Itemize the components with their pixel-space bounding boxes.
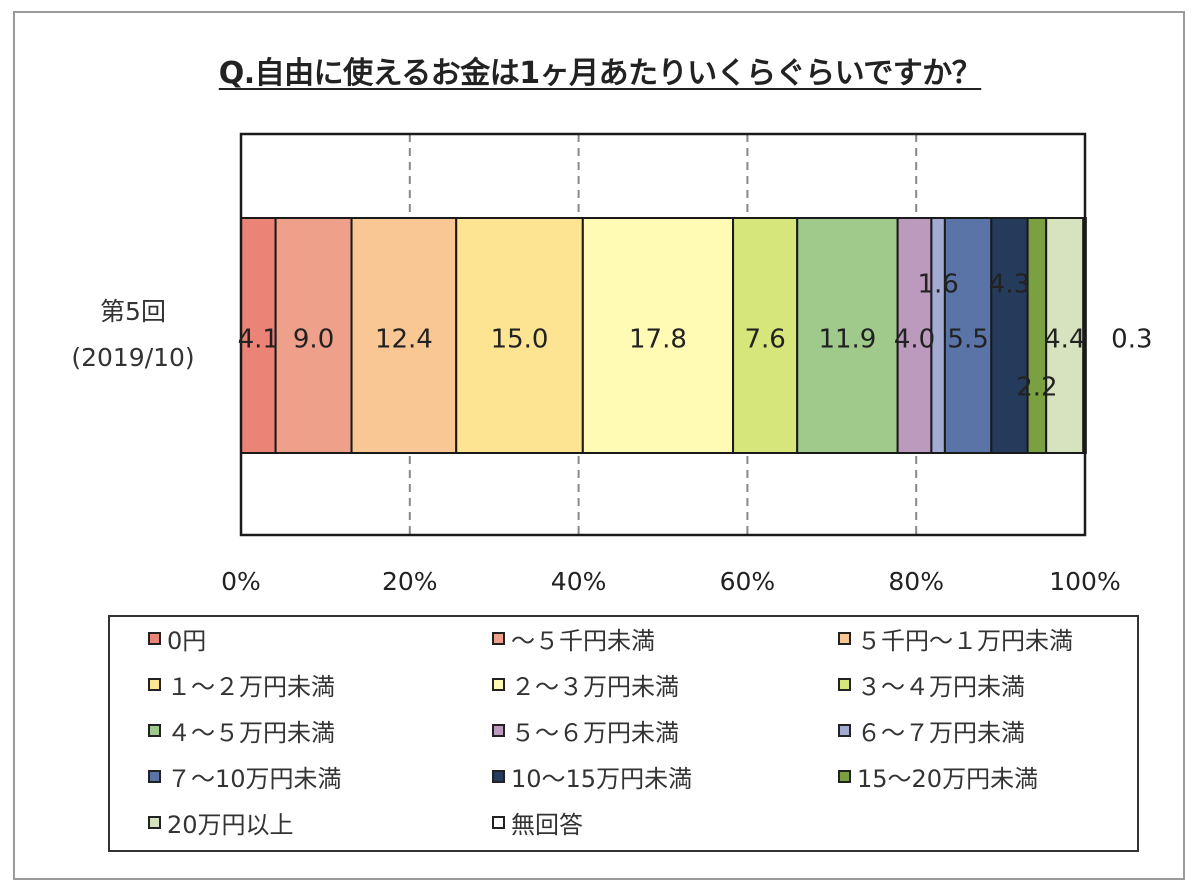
x-tick-label: 0%	[221, 567, 261, 596]
data-label: 5.5	[947, 325, 988, 355]
legend-item: 20万円以上	[148, 805, 294, 840]
legend-swatch	[148, 724, 161, 737]
legend-label: ２～３万円未満	[511, 673, 679, 701]
legend-label: ６～７万円未満	[857, 719, 1025, 747]
x-tick-label: 80%	[888, 567, 944, 596]
legend-swatch	[148, 678, 161, 691]
legend-label: ～５千円未満	[511, 627, 655, 655]
legend-label: ５～６万円未満	[511, 719, 679, 747]
bar-segment	[350, 217, 458, 454]
data-label: 15.0	[491, 325, 549, 355]
legend-item: ４～５万円未満	[148, 713, 335, 748]
data-label: 4.4	[1044, 325, 1085, 355]
data-label: 4.3	[989, 270, 1030, 300]
data-label: 0.3	[1111, 325, 1152, 355]
legend-swatch	[838, 678, 851, 691]
legend-item: 0円	[148, 621, 206, 656]
x-tick-label: 20%	[382, 567, 438, 596]
legend-swatch	[148, 632, 161, 645]
legend-swatch	[148, 770, 161, 783]
bar-segment	[990, 217, 1029, 454]
legend-swatch	[492, 816, 505, 829]
data-label: 4.0	[894, 325, 935, 355]
legend-label: 0円	[167, 627, 207, 655]
x-tick-label: 40%	[551, 567, 607, 596]
category-label-line2: (2019/10)	[71, 343, 195, 372]
chart-title: Q.自由に使えるお金は1ヶ月あたりいくらぐらいですか？	[0, 48, 1200, 92]
legend-item: 無回答	[492, 805, 583, 840]
bar-segment	[896, 217, 933, 454]
bar-segment	[240, 217, 277, 454]
legend-swatch	[492, 678, 505, 691]
legend-label: １～２万円未満	[167, 673, 335, 701]
x-tick-label: 60%	[720, 567, 776, 596]
legend-swatch	[148, 816, 161, 829]
plot-border	[239, 132, 1087, 537]
data-label: 2.2	[1016, 373, 1057, 403]
legend-item: ３～４万円未満	[838, 667, 1025, 702]
legend-swatch	[492, 724, 505, 737]
legend-label: 20万円以上	[167, 811, 294, 839]
data-label: 7.6	[744, 325, 785, 355]
legend-item: ７～10万円未満	[148, 759, 342, 794]
legend-label: ５千円～１万円未満	[857, 627, 1073, 655]
legend-label: 10～15万円未満	[511, 765, 693, 793]
legend-swatch	[838, 770, 851, 783]
legend-item: ５千円～１万円未満	[838, 621, 1073, 656]
data-label: 11.9	[818, 325, 876, 355]
bar-segment	[274, 217, 353, 454]
x-tick-label: 100%	[1049, 567, 1120, 596]
legend-label: ４～５万円未満	[167, 719, 335, 747]
bar-segment	[943, 217, 993, 454]
data-label: 4.1	[238, 325, 279, 355]
legend-item: 15～20万円未満	[838, 759, 1038, 794]
legend-label: 無回答	[511, 811, 583, 839]
data-label: 9.0	[293, 325, 334, 355]
legend-item: ２～３万円未満	[492, 667, 679, 702]
legend-item: １～２万円未満	[148, 667, 335, 702]
legend-swatch	[838, 632, 851, 645]
chart-title-text: Q.自由に使えるお金は1ヶ月あたりいくらぐらいですか？	[218, 56, 982, 91]
legend-item: ～５千円未満	[492, 621, 655, 656]
bar-segment	[732, 217, 799, 454]
category-label-line1: 第5回	[100, 297, 166, 326]
legend-item: ５～６万円未満	[492, 713, 679, 748]
bar-segment	[581, 217, 735, 454]
legend-label: ３～４万円未満	[857, 673, 1025, 701]
bar-segment	[455, 217, 584, 454]
data-label: 12.4	[375, 325, 433, 355]
legend-swatch	[492, 770, 505, 783]
legend-item: ６～７万円未満	[838, 713, 1025, 748]
legend-label: ７～10万円未満	[167, 765, 342, 793]
legend-swatch	[492, 632, 505, 645]
legend-item: 10～15万円未満	[492, 759, 692, 794]
bar-segment	[796, 217, 899, 454]
data-label: 17.8	[629, 325, 687, 355]
legend-swatch	[838, 724, 851, 737]
legend: 0円 ～５千円未満 ５千円～１万円未満 １～２万円未満 ２～３万円未満 ３～４万円未満 ４～…	[108, 615, 1139, 852]
bar-segment	[1045, 217, 1085, 454]
legend-label: 15～20万円未満	[857, 765, 1039, 793]
data-label: 1.6	[917, 270, 958, 300]
